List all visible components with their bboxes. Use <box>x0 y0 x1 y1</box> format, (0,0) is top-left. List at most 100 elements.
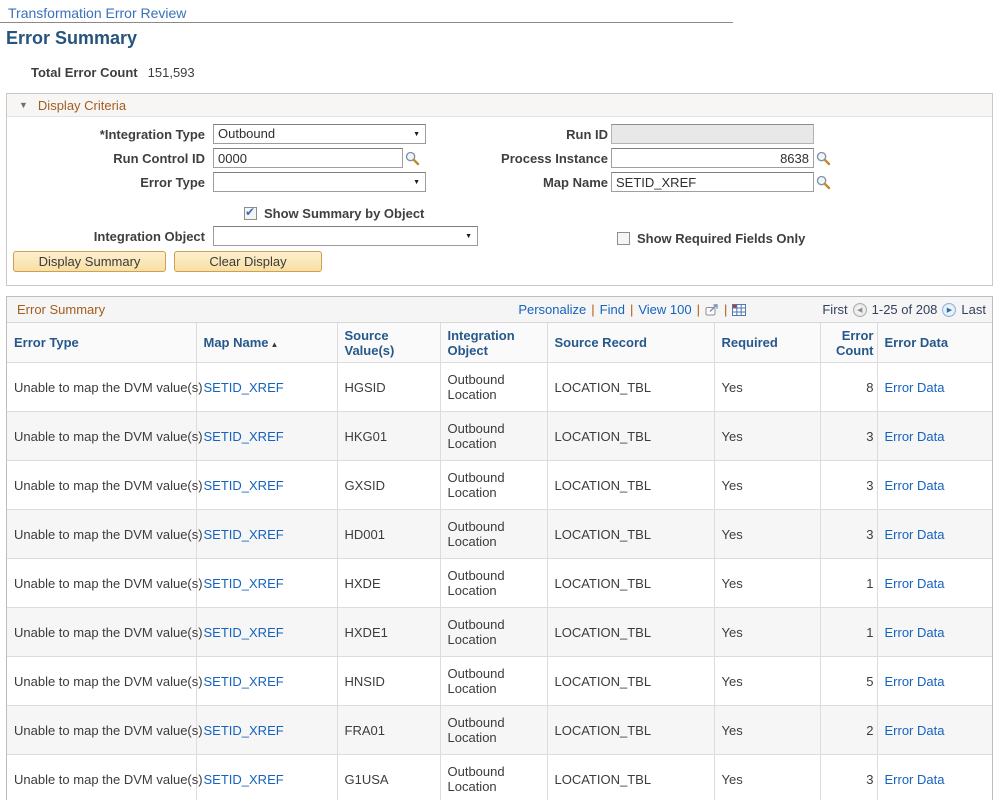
error-count-cell: 3 <box>819 411 878 461</box>
required-cell: Yes <box>713 754 821 800</box>
grid-title: Error Summary <box>17 302 106 317</box>
error-data-link[interactable]: Error Data <box>884 428 945 444</box>
map-name-link[interactable]: SETID_XREF <box>203 673 284 689</box>
error-type-cell: Unable to map the DVM value(s) <box>7 509 203 559</box>
run-control-id-input[interactable] <box>213 148 403 168</box>
error-data-link[interactable]: Error Data <box>884 771 945 787</box>
column-header-source-values[interactable]: Source Value(s) <box>336 323 441 363</box>
required-cell: Yes <box>713 411 821 461</box>
pager-first-label: First <box>822 302 848 317</box>
source-value-cell: GXSID <box>336 460 441 510</box>
required-cell: Yes <box>713 607 821 657</box>
grid-action-links: Personalize | Find | View 100 | | <box>518 302 747 317</box>
required-cell: Yes <box>713 460 821 510</box>
chevron-down-icon: ▼ <box>465 233 472 240</box>
find-link[interactable]: Find <box>599 302 625 317</box>
view-100-link[interactable]: View 100 <box>638 302 692 317</box>
show-summary-label: Show Summary by Object <box>264 205 425 221</box>
display-criteria-header[interactable]: ▼ Display Criteria <box>7 94 992 117</box>
lookup-icon[interactable] <box>816 175 831 190</box>
error-data-link[interactable]: Error Data <box>884 722 945 738</box>
error-data-link[interactable]: Error Data <box>884 575 945 591</box>
lookup-icon[interactable] <box>405 151 420 166</box>
personalize-link[interactable]: Personalize <box>518 302 587 317</box>
source-record-cell: LOCATION_TBL <box>546 558 715 608</box>
process-instance-input[interactable] <box>611 148 814 168</box>
total-error-count-value: 151,593 <box>147 65 195 80</box>
table-row: Unable to map the DVM value(s) SETID_XRE… <box>7 754 992 800</box>
column-header-integration-object[interactable]: Integration Object <box>439 323 548 363</box>
error-type-cell: Unable to map the DVM value(s) <box>7 558 203 608</box>
separator: | <box>629 302 634 317</box>
column-header-error-type[interactable]: Error Type <box>7 323 197 363</box>
error-type-cell: Unable to map the DVM value(s) <box>7 362 203 412</box>
map-name-cell: SETID_XREF <box>195 460 338 510</box>
integration-object-cell: Outbound Location <box>439 656 548 706</box>
process-instance-label: Process Instance <box>501 150 608 166</box>
source-value-cell: HNSID <box>336 656 441 706</box>
page-title: Error Summary <box>6 28 138 48</box>
error-summary-grid: Error Summary Personalize | Find | View … <box>6 296 993 800</box>
error-count-cell: 1 <box>819 607 878 657</box>
error-data-link[interactable]: Error Data <box>884 477 945 493</box>
required-cell: Yes <box>713 558 821 608</box>
map-name-cell: SETID_XREF <box>195 754 338 800</box>
required-cell: Yes <box>713 705 821 755</box>
map-name-link[interactable]: SETID_XREF <box>203 722 284 738</box>
integration-type-select[interactable]: Outbound ▼ <box>213 124 426 144</box>
table-header-row: Error Type Map Name ▲ Source Value(s) Int… <box>7 323 992 363</box>
column-header-required[interactable]: Required <box>713 323 821 363</box>
grid-action-bar: Error Summary Personalize | Find | View … <box>7 297 992 323</box>
error-type-cell: Unable to map the DVM value(s) <box>7 656 203 706</box>
table-row: Unable to map the DVM value(s) SETID_XRE… <box>7 411 992 461</box>
source-record-cell: LOCATION_TBL <box>546 607 715 657</box>
source-record-cell: LOCATION_TBL <box>546 656 715 706</box>
column-header-source-record[interactable]: Source Record <box>546 323 715 363</box>
source-record-cell: LOCATION_TBL <box>546 754 715 800</box>
clear-display-button[interactable]: Clear Display <box>174 251 322 272</box>
pager-last-link[interactable]: Last <box>961 302 986 317</box>
next-page-icon[interactable]: ▶ <box>942 302 957 317</box>
error-data-cell: Error Data <box>876 558 992 608</box>
map-name-link[interactable]: SETID_XREF <box>203 477 284 493</box>
error-data-link[interactable]: Error Data <box>884 624 945 640</box>
popout-icon[interactable] <box>705 303 719 316</box>
column-header-error-count[interactable]: Error Count <box>819 323 878 363</box>
error-data-link[interactable]: Error Data <box>884 526 945 542</box>
collapse-triangle-icon[interactable]: ▼ <box>19 100 28 110</box>
error-data-link[interactable]: Error Data <box>884 673 945 689</box>
chevron-down-icon: ▼ <box>413 179 420 186</box>
error-type-select[interactable]: ▼ <box>213 172 426 192</box>
map-name-cell: SETID_XREF <box>195 509 338 559</box>
display-summary-button[interactable]: Display Summary <box>13 251 166 272</box>
run-control-id-label: Run Control ID <box>113 150 205 166</box>
error-type-cell: Unable to map the DVM value(s) <box>7 754 203 800</box>
integration-type-value: Outbound <box>218 126 276 141</box>
map-name-link[interactable]: SETID_XREF <box>203 624 284 640</box>
source-value-cell: HD001 <box>336 509 441 559</box>
source-value-cell: HKG01 <box>336 411 441 461</box>
source-value-cell: G1USA <box>336 754 441 800</box>
table-row: Unable to map the DVM value(s) SETID_XRE… <box>7 656 992 706</box>
download-to-excel-icon[interactable] <box>732 303 747 316</box>
map-name-input[interactable] <box>611 172 814 192</box>
display-criteria-section: ▼ Display Criteria *Integration Type Out… <box>6 93 993 286</box>
show-required-fields-checkbox[interactable] <box>617 231 630 245</box>
top-divider <box>0 22 733 23</box>
pager-range: 1-25 of 208 <box>871 302 938 317</box>
map-name-link[interactable]: SETID_XREF <box>203 379 284 395</box>
integration-object-select[interactable]: ▼ <box>213 226 478 246</box>
map-name-link[interactable]: SETID_XREF <box>203 575 284 591</box>
error-data-cell: Error Data <box>876 607 992 657</box>
error-type-cell: Unable to map the DVM value(s) <box>7 607 203 657</box>
lookup-icon[interactable] <box>816 151 831 166</box>
error-data-link[interactable]: Error Data <box>884 379 945 395</box>
map-name-link[interactable]: SETID_XREF <box>203 428 284 444</box>
map-name-link[interactable]: SETID_XREF <box>203 771 284 787</box>
error-type-label: Error Type <box>140 174 205 190</box>
column-header-map-name[interactable]: Map Name ▲ <box>195 323 338 363</box>
error-data-cell: Error Data <box>876 460 992 510</box>
column-header-error-data[interactable]: Error Data <box>876 323 992 363</box>
show-summary-checkbox[interactable] <box>244 205 257 220</box>
map-name-link[interactable]: SETID_XREF <box>203 526 284 542</box>
